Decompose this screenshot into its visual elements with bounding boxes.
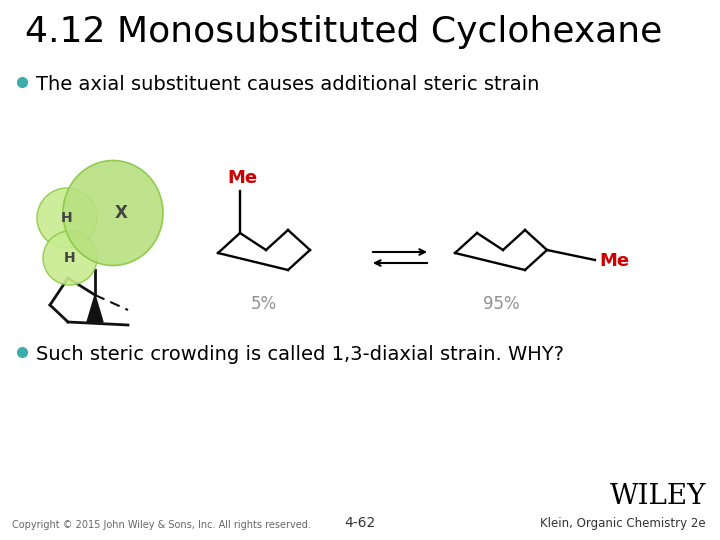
- Text: Klein, Organic Chemistry 2e: Klein, Organic Chemistry 2e: [541, 517, 706, 530]
- Text: Copyright © 2015 John Wiley & Sons, Inc. All rights reserved.: Copyright © 2015 John Wiley & Sons, Inc.…: [12, 520, 311, 530]
- Text: X: X: [114, 204, 127, 222]
- Text: Me: Me: [227, 169, 257, 187]
- Text: The axial substituent causes additional steric strain: The axial substituent causes additional …: [36, 75, 539, 94]
- Text: WILEY: WILEY: [610, 483, 706, 510]
- Ellipse shape: [43, 231, 97, 285]
- Text: Me: Me: [599, 252, 629, 270]
- Polygon shape: [87, 295, 103, 322]
- Ellipse shape: [37, 188, 97, 248]
- Text: H: H: [61, 211, 73, 225]
- Text: H: H: [64, 251, 76, 265]
- Text: Such steric crowding is called 1,3-diaxial strain. WHY?: Such steric crowding is called 1,3-diaxi…: [36, 345, 564, 364]
- Text: 4.12 Monosubstituted Cyclohexane: 4.12 Monosubstituted Cyclohexane: [25, 15, 662, 49]
- Text: 4-62: 4-62: [344, 516, 376, 530]
- Ellipse shape: [63, 160, 163, 266]
- Text: 95%: 95%: [482, 295, 519, 313]
- Text: 5%: 5%: [251, 295, 277, 313]
